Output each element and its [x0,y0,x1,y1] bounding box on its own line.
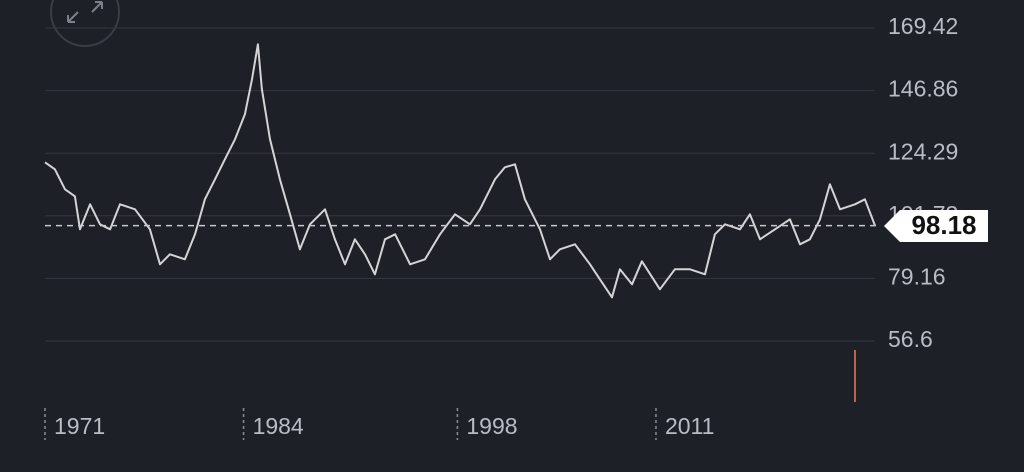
y-tick-label: 124.29 [888,138,958,164]
plot [44,43,880,299]
y-tick-label: 79.16 [888,263,946,289]
grid [45,27,875,342]
expand-circle[interactable] [50,0,120,47]
expand-button[interactable] [50,0,120,47]
price-line [44,43,876,299]
x-tick-label: 1984 [253,413,304,439]
x-tick-label: 2011 [665,413,714,439]
y-tick-label: 169.42 [888,13,958,39]
price-label: 98.18 [884,210,988,242]
price-label-box [884,210,988,242]
expand-icon[interactable] [67,1,103,23]
price-label-text: 98.18 [911,210,976,240]
y-tick-label: 146.86 [888,76,958,102]
axes: 56.679.16101.73124.29146.86169.421971198… [44,13,958,440]
x-tick-label: 1971 [54,413,105,439]
y-tick-label: 56.6 [888,326,933,352]
x-tick-label: 1998 [466,413,517,439]
